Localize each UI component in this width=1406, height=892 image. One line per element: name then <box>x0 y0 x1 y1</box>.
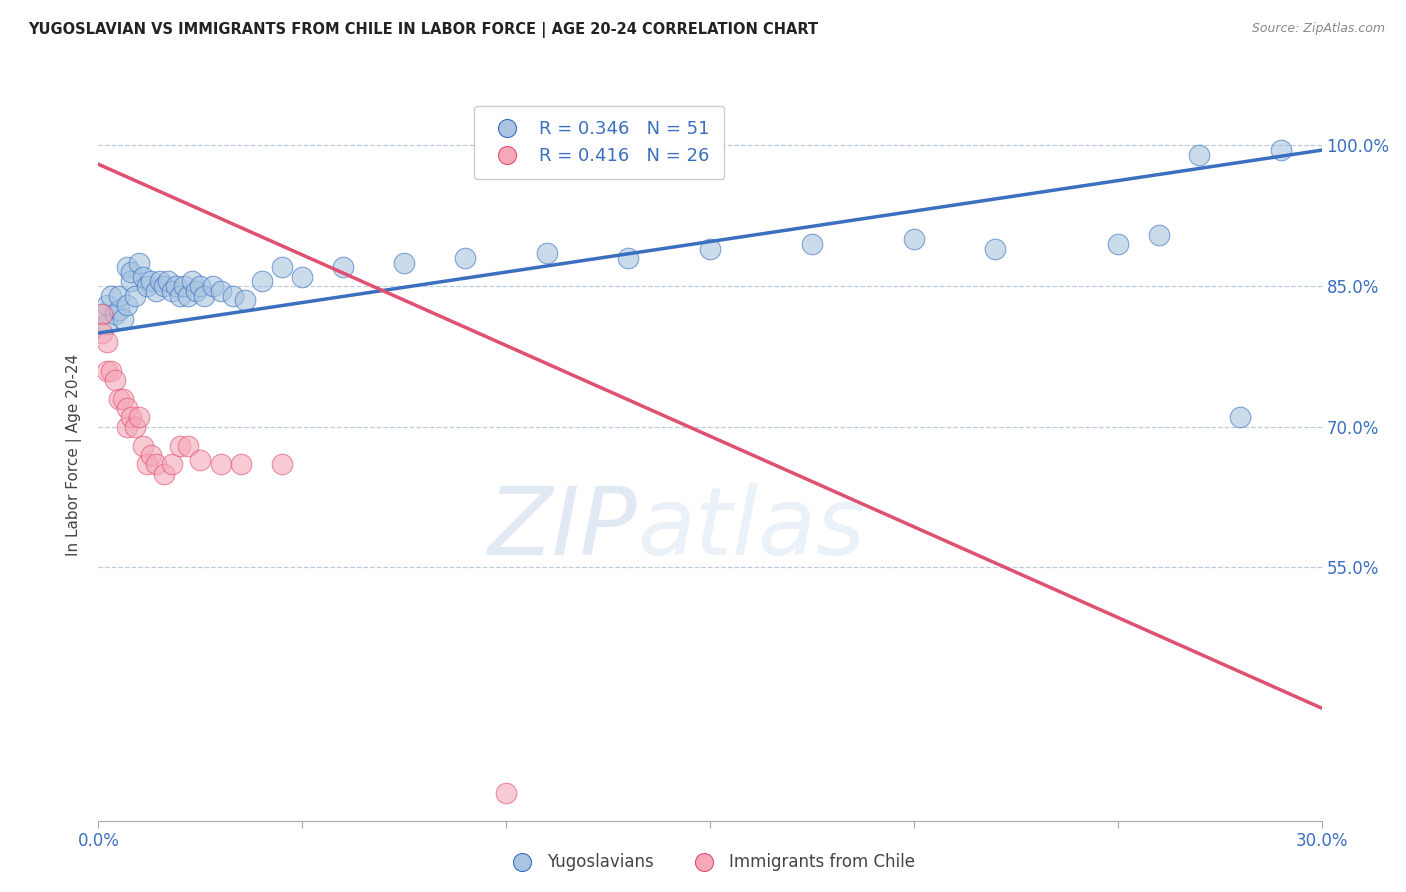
Point <box>160 284 183 298</box>
Point <box>617 251 640 265</box>
Point <box>91 307 114 321</box>
Point <box>100 363 122 377</box>
Point <box>108 288 131 302</box>
Point <box>120 410 142 425</box>
Point <box>108 392 131 406</box>
Point <box>120 265 142 279</box>
Point <box>984 242 1007 256</box>
Point <box>160 458 183 472</box>
Point <box>141 275 163 289</box>
Point <box>100 288 122 302</box>
Point <box>177 288 200 302</box>
Text: YUGOSLAVIAN VS IMMIGRANTS FROM CHILE IN LABOR FORCE | AGE 20-24 CORRELATION CHAR: YUGOSLAVIAN VS IMMIGRANTS FROM CHILE IN … <box>28 22 818 38</box>
Point <box>149 275 172 289</box>
Point <box>132 438 155 452</box>
Point <box>1270 143 1292 157</box>
Y-axis label: In Labor Force | Age 20-24: In Labor Force | Age 20-24 <box>66 354 83 556</box>
Point <box>132 269 155 284</box>
Point <box>801 236 824 251</box>
Point <box>96 335 118 350</box>
Point <box>392 255 416 269</box>
Point <box>124 288 146 302</box>
Point <box>209 284 232 298</box>
Point <box>270 458 294 472</box>
Point <box>128 255 150 269</box>
Point <box>104 373 127 387</box>
Point <box>165 279 187 293</box>
Point <box>250 275 273 289</box>
Point <box>536 246 558 260</box>
Point <box>96 363 118 377</box>
Point <box>186 284 208 298</box>
Point <box>1229 410 1251 425</box>
Point <box>169 438 191 452</box>
Point <box>111 312 134 326</box>
Point <box>201 279 224 293</box>
Legend: Yugoslavians, Immigrants from Chile: Yugoslavians, Immigrants from Chile <box>499 847 921 878</box>
Point <box>145 284 167 298</box>
Point <box>1107 236 1129 251</box>
Point <box>233 293 256 308</box>
Point <box>188 279 212 293</box>
Point <box>1188 148 1211 162</box>
Point <box>108 302 131 317</box>
Point <box>270 260 294 275</box>
Point <box>1147 227 1170 242</box>
Point <box>115 298 138 312</box>
Point <box>91 326 114 340</box>
Point <box>903 232 925 246</box>
Point <box>145 458 167 472</box>
Text: Source: ZipAtlas.com: Source: ZipAtlas.com <box>1251 22 1385 36</box>
Point <box>115 401 138 415</box>
Point <box>128 410 150 425</box>
Point <box>193 288 215 302</box>
Point <box>231 458 253 472</box>
Point <box>173 279 195 293</box>
Point <box>454 251 477 265</box>
Point <box>156 275 179 289</box>
Point <box>124 419 146 434</box>
Point <box>188 452 212 467</box>
Point <box>141 448 163 462</box>
Point <box>136 279 159 293</box>
Point <box>152 467 174 481</box>
Point <box>111 392 134 406</box>
Point <box>120 275 142 289</box>
Point <box>332 260 354 275</box>
Point <box>699 242 721 256</box>
Point <box>222 288 245 302</box>
Point <box>115 260 138 275</box>
Point <box>91 307 114 321</box>
Text: ZIP: ZIP <box>486 483 637 574</box>
Point <box>136 458 159 472</box>
Point <box>209 458 232 472</box>
Text: atlas: atlas <box>637 483 865 574</box>
Point <box>152 279 174 293</box>
Point <box>181 275 204 289</box>
Point <box>96 298 118 312</box>
Point <box>177 438 200 452</box>
Point <box>104 307 127 321</box>
Point <box>495 785 517 799</box>
Point <box>169 288 191 302</box>
Point <box>291 269 314 284</box>
Point <box>115 419 138 434</box>
Point <box>96 317 118 331</box>
